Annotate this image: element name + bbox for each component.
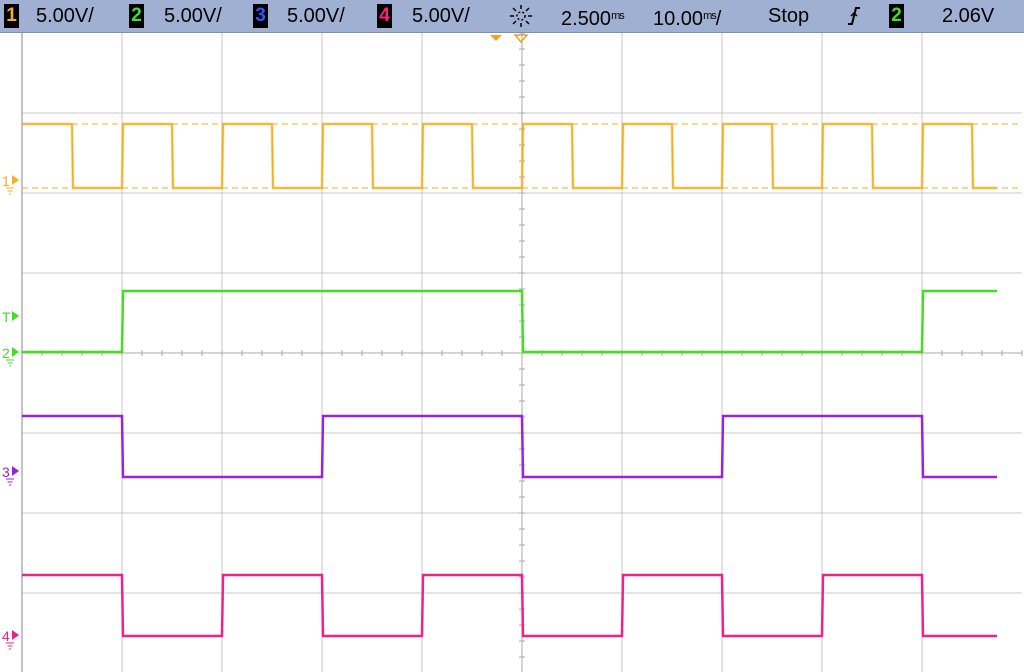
status-bar: 1 5.00V/ 2 5.00V/ 3 5.00V/ 4 5.00V/ 2.50…: [0, 0, 1024, 33]
channel-marker-ch2[interactable]: 2: [2, 345, 19, 367]
marker-arrow-icon: [12, 175, 19, 185]
marker-arrow-icon: [12, 311, 19, 321]
channel-4-scale[interactable]: 5.00V/: [412, 5, 470, 27]
run-state[interactable]: Stop: [768, 5, 810, 27]
channel-4-badge[interactable]: 4: [377, 4, 392, 28]
trace-1: [22, 123, 997, 189]
channel-marker-ch3[interactable]: 3: [2, 464, 19, 486]
channel-marker-ch1[interactable]: 1: [2, 173, 19, 195]
marker-arrow-icon: [12, 630, 19, 640]
trace-1-noise: [22, 122, 997, 190]
ground-icon: [6, 359, 14, 367]
channel-marker-trigger[interactable]: T: [2, 309, 19, 325]
delay-value[interactable]: 2.500ms: [561, 8, 625, 30]
channel-marker-ch4[interactable]: 4: [2, 628, 19, 650]
channel-3-badge[interactable]: 3: [253, 4, 268, 28]
channel-marker-label: 2: [2, 345, 10, 361]
channel-3-scale[interactable]: 5.00V/: [287, 5, 345, 27]
trace-2: [22, 289, 997, 354]
ground-icon: [6, 642, 14, 650]
marker-arrow-icon: [12, 347, 19, 357]
trace-4: [22, 573, 997, 638]
timebase-value[interactable]: 10.00ms/: [653, 8, 722, 30]
channel-marker-label: 1: [2, 173, 10, 189]
ground-icon: [6, 187, 14, 195]
trigger-position-marker: [490, 35, 502, 41]
rising-edge-icon[interactable]: [844, 4, 864, 28]
trigger-level[interactable]: 2.06V: [942, 5, 995, 27]
channel-1-scale[interactable]: 5.00V/: [36, 5, 94, 27]
trigger-position-markers: [490, 34, 529, 44]
channel-2-scale[interactable]: 5.00V/: [164, 5, 222, 27]
trigger-channel-badge[interactable]: 2: [889, 4, 904, 28]
channel-marker-label: T: [2, 309, 11, 325]
time-reference-marker: [513, 34, 529, 44]
channel-2-badge[interactable]: 2: [129, 4, 144, 28]
channel-marker-label: 4: [2, 628, 10, 644]
traces: [22, 122, 997, 638]
waveform-display[interactable]: 1 T 2 3 4: [0, 33, 1024, 672]
marker-arrow-icon: [12, 466, 19, 476]
channel-1-badge[interactable]: 1: [4, 4, 19, 28]
trace-3: [22, 414, 997, 479]
trigger-sun-icon[interactable]: [507, 4, 535, 28]
channel-marker-label: 3: [2, 464, 10, 480]
channel-markers: 1 T 2 3 4: [2, 173, 19, 650]
ground-icon: [6, 478, 14, 486]
